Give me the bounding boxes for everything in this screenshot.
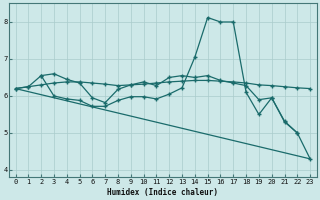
X-axis label: Humidex (Indice chaleur): Humidex (Indice chaleur) — [107, 188, 218, 197]
